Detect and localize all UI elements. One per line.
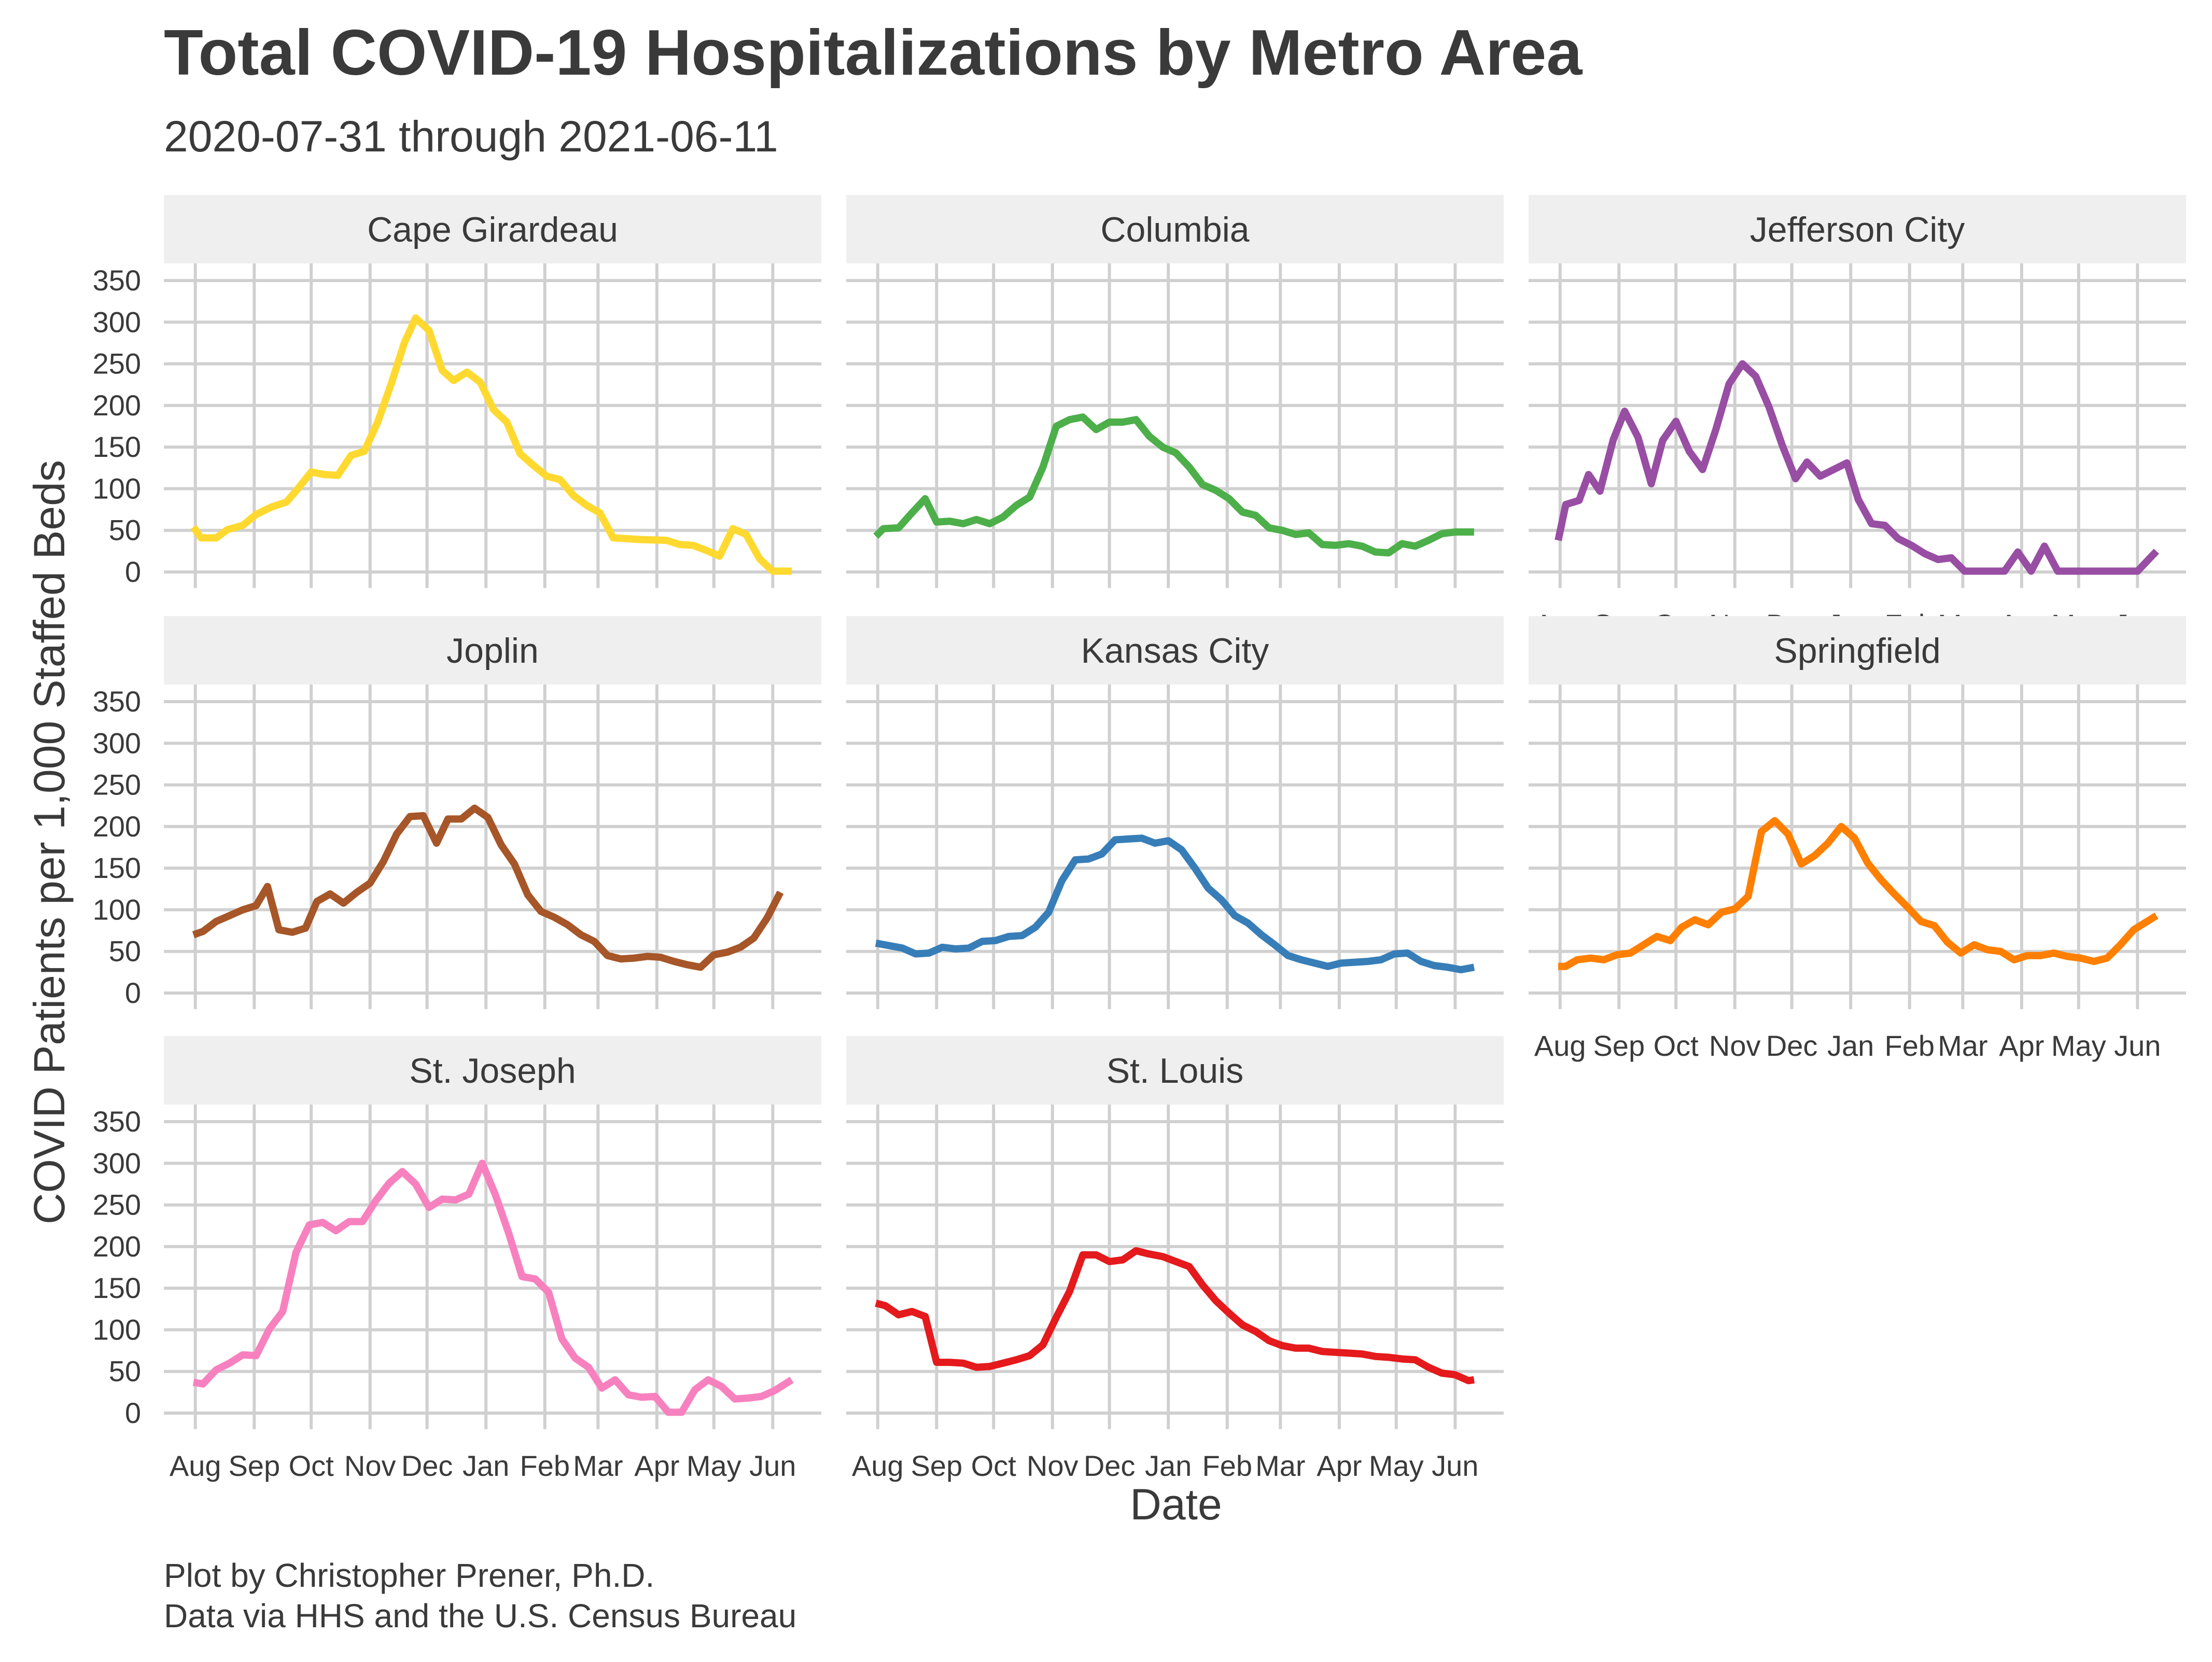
panel-springfield: Springfield Aug Sep Oct Nov Dec Jan Feb Mar Apr Ma… [1529,616,2186,1062]
x-tick-label: Dec [401,1449,453,1482]
x-tick-label: Jan [1145,1449,1192,1482]
panel-st-louis: St. Louis Aug Sep Oct Nov Dec Jan Feb Mar Apr May J… [846,1036,1504,1482]
y-tick-label: 100 [93,893,141,926]
x-tick-label: Mar [1938,1029,1987,1062]
y-tick-label: 300 [93,1147,141,1179]
facet-strip-label: Springfield [1774,631,1940,671]
facet-strip [846,616,1504,685]
y-tick-label: 200 [93,1230,141,1263]
facet-strip [164,1036,821,1105]
y-tick-label: 200 [93,389,141,422]
facet-strip-label: St. Louis [1107,1051,1244,1091]
x-tick-label: Feb [1202,1449,1252,1482]
facet-strip [164,195,821,263]
y-tick-label: 350 [93,264,141,297]
facet-strip [164,616,821,685]
x-tick-label: Jun [2114,1029,2161,1062]
panel-kansas-city: Kansas City [846,616,1504,1009]
x-tick-label: May [2051,1029,2106,1062]
series-line-jefferson-city [1555,360,2159,575]
y-tick-label: 150 [93,1272,141,1304]
y-tick-label: 250 [93,769,141,801]
x-tick-label: Dec [1084,1449,1136,1482]
y-tick-label: 50 [109,514,141,547]
x-tick-label: Jan [463,1449,509,1482]
series-line-st-joseph [192,1160,794,1416]
y-tick-label: 250 [93,1189,141,1221]
y-tick-label: 200 [93,810,141,843]
facet-strip-label: Joplin [446,631,539,671]
y-tick-label: 0 [125,1396,141,1429]
y-tick-label: 150 [93,430,141,463]
facet-strip-label: St. Joseph [409,1051,576,1091]
panel-st-joseph: St. Joseph 0 50 100 150 200 250 300 350 Aug Sep Oct… [93,1036,821,1482]
y-tick-label: 300 [93,305,141,338]
y-tick-label: 0 [125,976,141,1009]
chart-subtitle: 2020-07-31 through 2021-06-11 [164,112,778,161]
facet-strip-label: Jefferson City [1750,210,1965,249]
x-tick-label: Aug [852,1449,904,1482]
y-axis-label: COVID Patients per 1,000 Staffed Beds [25,460,74,1224]
x-tick-label: Oct [971,1449,1017,1482]
x-axis-label: Date [1130,1480,1222,1529]
caption-line-1: Plot by Christopher Prener, Ph.D. [164,1557,654,1594]
facet-strip-label: Cape Girardeau [367,210,618,249]
y-tick-label: 250 [93,347,141,380]
y-tick-label: 100 [93,1313,141,1346]
y-tick-label: 300 [93,727,141,759]
series-line-st-louis [875,1247,1475,1385]
panel-columbia: Columbia [846,195,1504,588]
x-tick-label: Mar [573,1449,623,1482]
series-line-columbia [873,413,1474,557]
y-tick-label: 150 [93,851,141,884]
facet-strip-label: Columbia [1100,210,1249,249]
x-tick-label: Apr [1317,1449,1362,1482]
x-tick-label: Aug [170,1449,221,1482]
y-tick-label: 0 [125,555,141,588]
x-tick-label: Sep [911,1449,962,1482]
y-tick-label: 50 [109,1355,141,1388]
x-tick-label: Apr [1999,1029,2044,1062]
x-tick-label: Aug [1534,1029,1586,1062]
chart-title: Total COVID-19 Hospitalizations by Metro… [164,17,1583,89]
series-line-kansas-city [875,834,1475,973]
x-tick-label: Jan [1827,1029,1874,1062]
facet-strip [846,195,1504,263]
caption-line-2: Data via HHS and the U.S. Census Bureau [164,1597,796,1635]
x-tick-label: May [687,1449,741,1482]
x-tick-label: Feb [1884,1029,1935,1062]
facet-strip [1529,616,2186,685]
x-tick-label: Feb [520,1449,570,1482]
y-tick-label: 350 [93,685,141,718]
x-tick-label: Dec [1766,1029,1818,1062]
panel-cape-girardeau: Cape Girardeau 0 50 100 150 200 250 300 350 [93,195,821,588]
x-tick-label: Oct [1654,1029,1699,1062]
x-tick-label: Jun [1432,1449,1478,1482]
series-line-springfield [1558,817,2159,970]
facet-strip [1529,195,2186,263]
x-tick-label: Oct [289,1449,334,1482]
y-tick-label: 50 [109,935,141,968]
series-line-joplin [192,804,784,971]
x-tick-label: Sep [1593,1029,1645,1062]
facet-panels: Cape Girardeau 0 50 100 150 200 250 300 350 Colum… [93,195,2186,1482]
x-tick-label: Sep [228,1449,280,1482]
y-tick-label: 100 [93,472,141,505]
facet-strip-label: Kansas City [1081,631,1269,671]
panel-joplin: Joplin 0 50 100 150 200 250 300 350 [93,616,821,1009]
facet-strip [846,1036,1504,1105]
x-tick-label: Nov [344,1449,396,1482]
x-tick-label: Apr [634,1449,679,1482]
x-tick-label: Mar [1255,1449,1305,1482]
y-tick-label: 350 [93,1105,141,1138]
series-line-cape-girardeau [190,314,792,575]
x-tick-label: May [1369,1449,1424,1482]
panel-jefferson-city: Jefferson CityAugSepOctNovDecJanFebMarAp… [1529,195,2186,641]
x-tick-label: Nov [1709,1029,1761,1062]
x-tick-label: Nov [1027,1449,1079,1482]
x-tick-label: Jun [749,1449,796,1482]
